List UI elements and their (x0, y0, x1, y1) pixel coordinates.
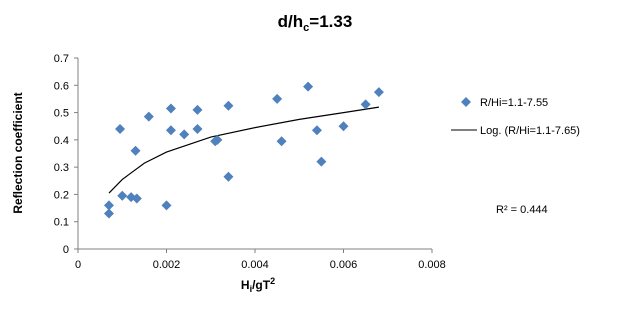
data-point (303, 81, 314, 92)
data-point (161, 200, 172, 211)
data-point (103, 200, 114, 211)
trendline-layer (108, 106, 379, 194)
legend-trendline-label: Log. (R/Hi=1.1-7.65) (480, 125, 580, 137)
data-point (117, 190, 128, 201)
data-point (179, 129, 190, 140)
data-point (223, 171, 234, 182)
data-point (165, 103, 176, 114)
data-point (192, 123, 203, 134)
x-axis-label: Hi/gT2 (241, 276, 275, 294)
legend-series-label: R/Hi=1.1-7.55 (480, 97, 548, 109)
y-tick-label: 0.4 (54, 135, 69, 147)
data-point (373, 87, 384, 98)
r-squared-label: R² = 0.444 (496, 204, 548, 216)
x-tick-label: 0.002 (153, 259, 181, 271)
data-point (212, 134, 223, 145)
x-ticks: 0 0.002 0.004 0.006 0.008 (75, 249, 446, 271)
y-tick-label: 0.1 (54, 217, 69, 229)
data-point (272, 93, 283, 104)
data-point (223, 100, 234, 111)
legend: R/Hi=1.1-7.55 Log. (R/Hi=1.1-7.65) (451, 97, 580, 137)
trendline (108, 106, 379, 194)
data-point (130, 145, 141, 156)
y-tick-label: 0.7 (54, 53, 69, 65)
data-point (115, 123, 126, 134)
y-ticks: 0 0.1 0.2 0.3 0.4 0.5 0.6 0.7 (54, 53, 78, 256)
points-layer (103, 81, 384, 219)
data-point (276, 136, 287, 147)
data-point (131, 193, 142, 204)
data-point (316, 156, 327, 167)
data-point (311, 125, 322, 136)
y-tick-label: 0.3 (54, 162, 69, 174)
x-tick-label: 0 (75, 259, 81, 271)
data-point (338, 121, 349, 132)
chart-title: d/hc=1.33 (278, 12, 353, 34)
data-point (360, 99, 371, 110)
y-tick-label: 0.5 (54, 108, 69, 120)
legend-diamond-marker (461, 97, 471, 107)
x-tick-label: 0.004 (241, 259, 269, 271)
y-tick-label: 0.2 (54, 189, 69, 201)
data-point (103, 208, 114, 219)
x-tick-label: 0.008 (418, 259, 446, 271)
y-tick-label: 0 (63, 244, 69, 256)
data-point (165, 125, 176, 136)
x-tick-label: 0.006 (330, 259, 358, 271)
y-axis-label: Reflection coefficient (11, 92, 25, 213)
y-tick-label: 0.6 (54, 80, 69, 92)
data-point (143, 111, 154, 122)
data-point (192, 104, 203, 115)
